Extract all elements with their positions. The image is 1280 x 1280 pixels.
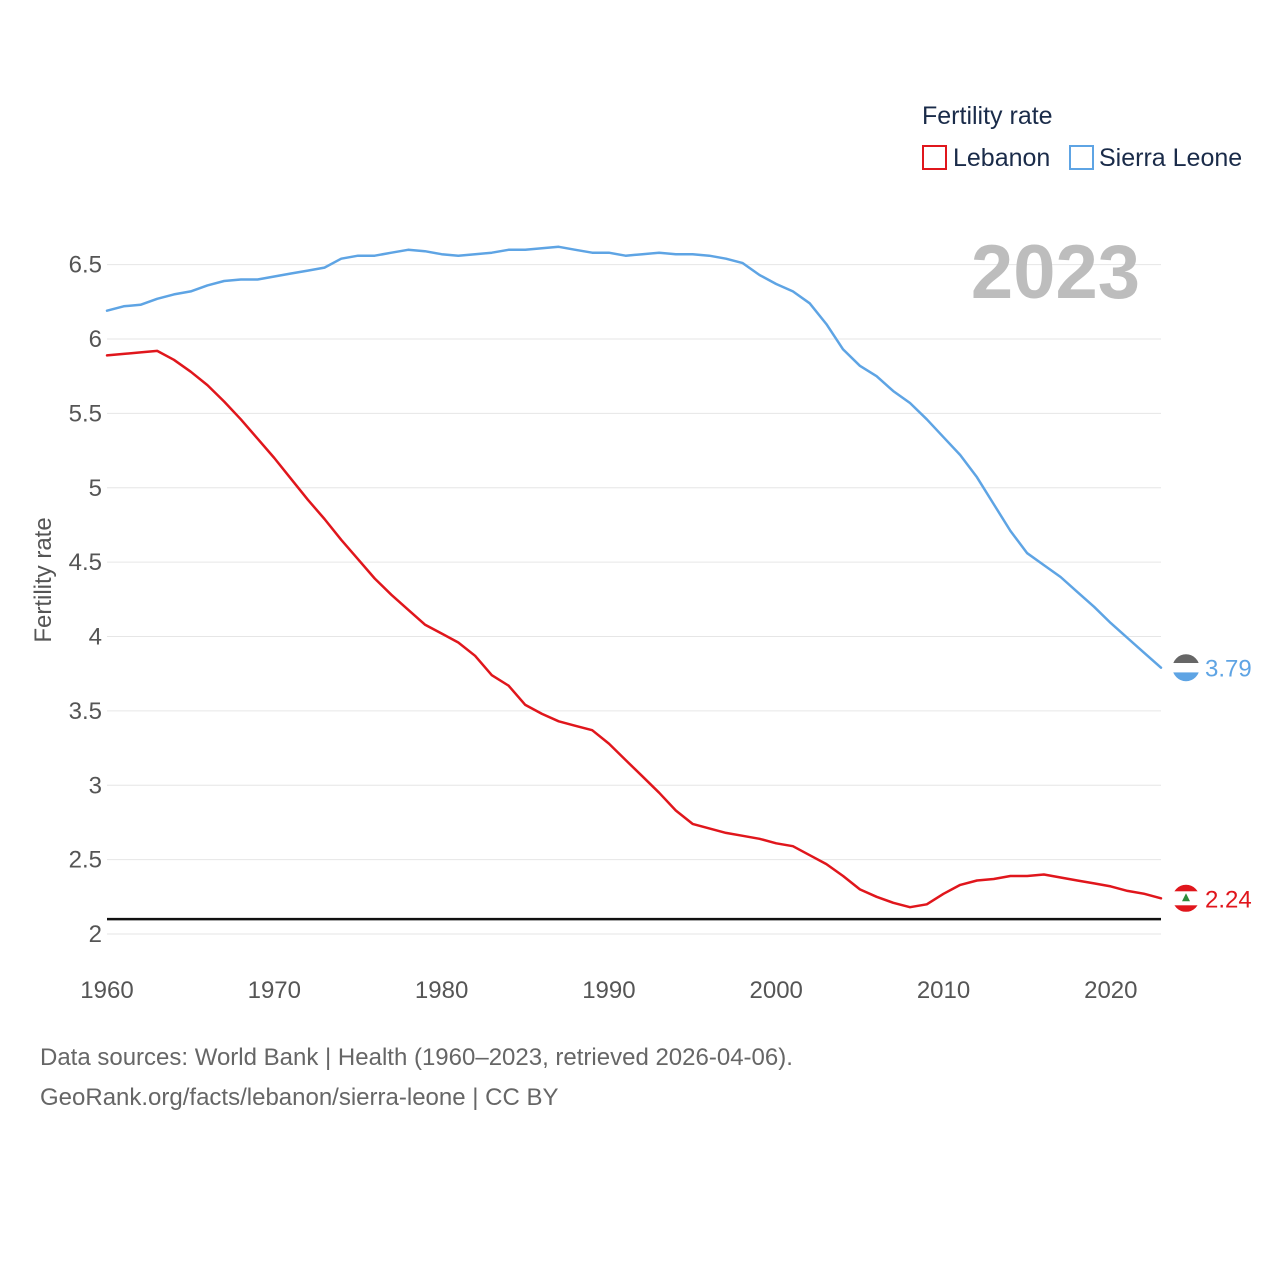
- series-line-sierra-leone: [105, 245, 1163, 669]
- legend-label-sierra-leone: Sierra Leone: [1099, 144, 1242, 172]
- legend-title: Fertility rate: [922, 102, 1053, 130]
- flag-border: [1171, 883, 1201, 913]
- series-endpoints: 2.24 3.79: [1171, 653, 1252, 913]
- y-axis-title: Fertility rate: [30, 517, 57, 642]
- footer-attribution: GeoRank.org/facts/lebanon/sierra-leone |…: [40, 1084, 559, 1111]
- x-tick-label: 1980: [415, 977, 468, 1004]
- y-tick-label: 3.5: [69, 698, 102, 725]
- legend-swatch-sierra-leone: [1069, 145, 1094, 170]
- y-tick-label: 3: [89, 772, 102, 799]
- x-tick-label: 2010: [917, 977, 970, 1004]
- series-lines: [105, 245, 1163, 909]
- x-tick-label: 1970: [248, 977, 301, 1004]
- x-tick-label: 2020: [1084, 977, 1137, 1004]
- flag-sierra-leone-icon: [1172, 653, 1200, 682]
- legend-label-lebanon: Lebanon: [953, 144, 1050, 172]
- legend-swatch-lebanon: [922, 145, 947, 170]
- grid-lines: [107, 264, 1161, 935]
- flag-lebanon-icon: [1172, 884, 1200, 913]
- y-tick-label: 2: [89, 921, 102, 948]
- x-tick-label: 1960: [80, 977, 133, 1004]
- y-tick-label: 6: [89, 326, 102, 353]
- y-tick-label: 6.5: [69, 252, 102, 279]
- series-line-lebanon: [105, 349, 1163, 909]
- y-tick-label: 5.5: [69, 400, 102, 427]
- x-tick-label: 2000: [750, 977, 803, 1004]
- y-tick-label: 4.5: [69, 549, 102, 576]
- year-watermark: 2023: [971, 230, 1140, 315]
- x-tick-label: 1990: [582, 977, 635, 1004]
- y-axis-ticks: 2 2.5 3 3.5 4 4.5 5 5.5 6 6.5: [69, 252, 102, 948]
- y-tick-label: 4: [89, 624, 102, 651]
- legend: Fertility rate Lebanon Sierra Leone: [922, 102, 1242, 172]
- footer-sources: Data sources: World Bank | Health (1960–…: [40, 1044, 793, 1071]
- y-tick-label: 2.5: [69, 847, 102, 874]
- end-value-label-lebanon: 2.24: [1205, 886, 1252, 913]
- flag-border: [1171, 653, 1201, 683]
- y-tick-label: 5: [89, 475, 102, 502]
- end-value-label-sierra-leone: 3.79: [1205, 656, 1252, 683]
- x-axis-ticks: 1960 1970 1980 1990 2000 2010 2020: [80, 977, 1137, 1004]
